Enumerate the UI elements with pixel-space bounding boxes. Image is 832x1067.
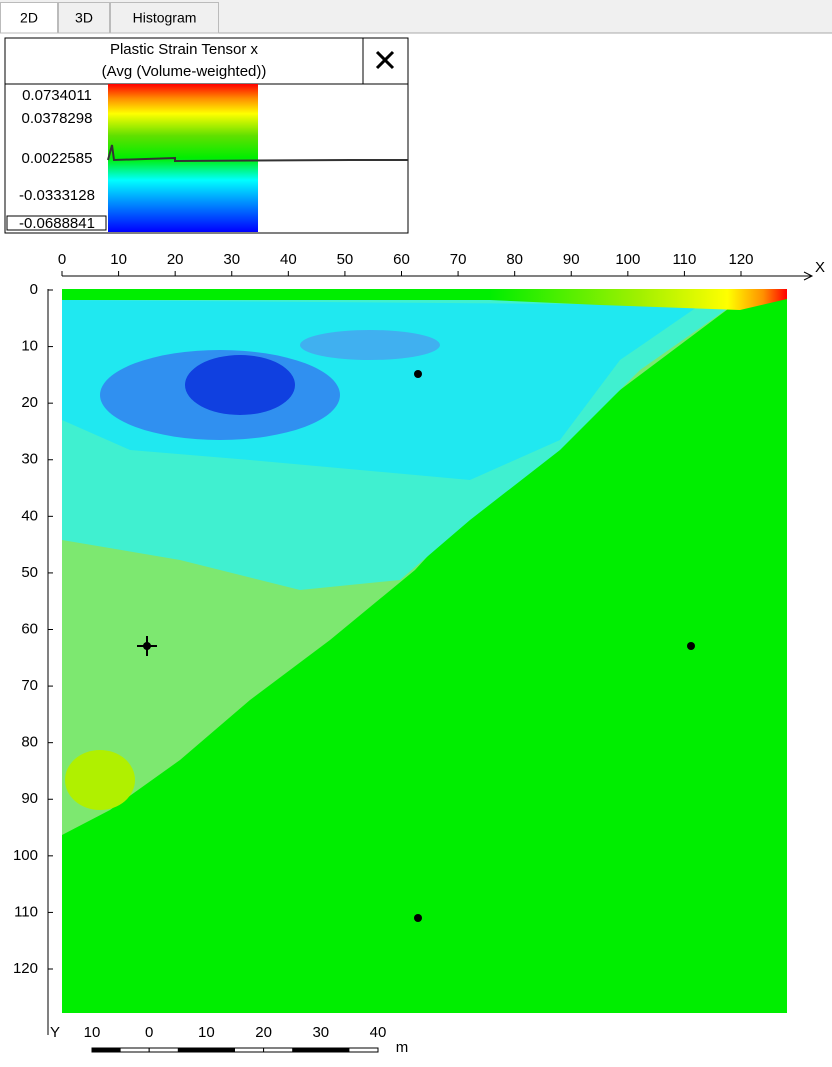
scale-segment — [177, 1048, 207, 1052]
x-tick-label: 10 — [110, 251, 127, 268]
legend-label: 0.0022585 — [22, 150, 93, 167]
y-tick-label: 20 — [21, 394, 38, 411]
scale-label: 20 — [255, 1024, 272, 1041]
legend-label: -0.0333128 — [19, 187, 95, 204]
legend-title: Plastic Strain Tensor x — [110, 41, 259, 58]
scale-segment — [292, 1048, 321, 1052]
scale-segment — [206, 1048, 235, 1052]
color-bar — [108, 84, 258, 232]
scale-unit: m — [396, 1039, 409, 1056]
histogram-trace — [107, 144, 408, 163]
y-tick-label: 30 — [21, 451, 38, 468]
x-tick-label: 50 — [337, 251, 354, 268]
y-tick-label: 110 — [14, 903, 38, 920]
legend-label: 0.0734011 — [22, 87, 92, 104]
y-tick-label: 70 — [21, 677, 38, 694]
top-strip — [490, 289, 787, 310]
scale-bar: 10 0 10 20 30 40 — [84, 1024, 387, 1053]
legend-subtitle: (Avg (Volume-weighted)) — [102, 63, 267, 80]
x-arrow — [803, 271, 814, 281]
tab-label[interactable]: Histogram — [133, 10, 197, 26]
y-tick-label: 0 — [30, 281, 38, 298]
scale-label: 10 — [84, 1024, 101, 1041]
y-tick-label: 100 — [13, 847, 38, 864]
legend-label-box — [6, 215, 107, 231]
scale-segment — [92, 1048, 121, 1052]
legend-labels: 0.0734011 0.0378298 0.0022585 -0.0333128 -0.… — [6, 87, 107, 232]
scale-label: 10 — [198, 1024, 215, 1041]
close-button[interactable] — [364, 39, 407, 83]
scale-label: 0 — [145, 1024, 153, 1041]
scale-segment — [320, 1048, 350, 1052]
x-tick-label: 100 — [615, 251, 640, 268]
y-tick-label: 60 — [21, 620, 38, 637]
scale-label: 40 — [370, 1024, 387, 1041]
y-tick-label: 10 — [21, 338, 38, 355]
point — [414, 370, 422, 378]
legend-label: -0.0688841 — [19, 215, 95, 232]
blue-band — [300, 330, 440, 360]
x-tick-label: 20 — [167, 251, 184, 268]
yellow-blob — [65, 750, 135, 810]
y-tick-label: 40 — [21, 507, 38, 524]
x-tick-label: 40 — [280, 251, 297, 268]
crosshair — [137, 636, 157, 656]
x-tick-label: 70 — [450, 251, 467, 268]
x-axis-label: X — [815, 259, 825, 276]
x-tick-label: 80 — [506, 251, 523, 268]
x-tick-label: 90 — [563, 251, 580, 268]
y-tick-label: 120 — [13, 960, 38, 977]
x-tick-label: 120 — [728, 251, 753, 268]
scale-label: 30 — [312, 1024, 329, 1041]
y-tick-label: 50 — [21, 564, 38, 581]
x-tick-label: 110 — [672, 251, 696, 268]
y-tick-label: 90 — [21, 790, 38, 807]
tabs: 2D 3D Histogram — [0, 2, 219, 34]
tab[interactable] — [110, 2, 219, 34]
legend-label: 0.0378298 — [22, 110, 93, 127]
blue-core — [185, 355, 295, 415]
tab[interactable] — [58, 2, 110, 34]
close-icon[interactable] — [375, 50, 395, 70]
tab[interactable] — [0, 2, 58, 34]
point — [687, 642, 695, 650]
y-tick-label: 80 — [21, 734, 38, 751]
y-axis-label: Y — [50, 1024, 60, 1041]
axes: 0 10 20 30 40 50 60 70 80 90 100 110 120 0 10 20 30 40 50 6… — [13, 251, 814, 1035]
point — [414, 914, 422, 922]
x-tick-label: 30 — [223, 251, 240, 268]
x-tick-label: 60 — [393, 251, 410, 268]
heatmap — [62, 289, 787, 1013]
x-tick-label: 0 — [58, 251, 66, 268]
tab-label[interactable]: 2D — [20, 10, 38, 26]
tab-label[interactable]: 3D — [75, 10, 93, 26]
